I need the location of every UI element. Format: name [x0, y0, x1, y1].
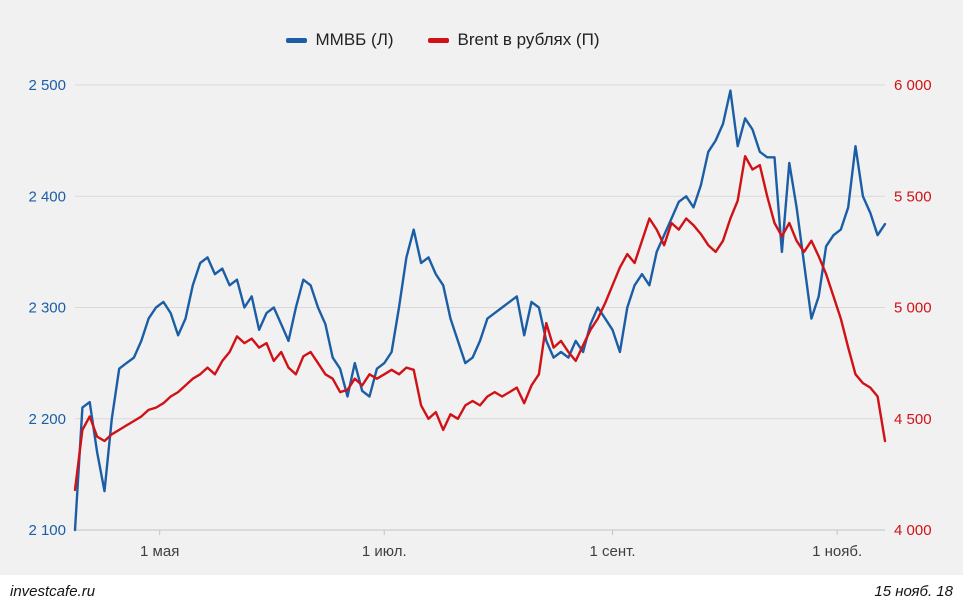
- right-axis-tick-label: 5 000: [894, 300, 932, 317]
- right-axis-tick-label: 4 500: [894, 411, 932, 428]
- chart-footer: investcafe.ru 15 нояб. 18: [0, 575, 963, 607]
- right-axis-tick-label: 4 000: [894, 522, 932, 539]
- source-watermark: investcafe.ru: [10, 582, 96, 600]
- legend-swatch-brent-icon: [427, 37, 449, 43]
- left-axis-tick-label: 2 300: [28, 300, 66, 317]
- right-axis-tick-label: 6 000: [894, 77, 932, 94]
- left-axis-tick-label: 2 400: [28, 188, 66, 205]
- left-axis-tick-label: 2 500: [28, 77, 66, 94]
- date-label: 15 нояб. 18: [874, 582, 953, 600]
- legend-swatch-mmvb-icon: [285, 37, 307, 43]
- dual-axis-line-chart: 2 100 4 000 2 200 4 500 2 300 5 000 2 400 5 500…: [28, 77, 932, 560]
- chart-legend: ММВБ (Л) Brent в рублях (П): [0, 30, 885, 50]
- legend-label-brent: Brent в рублях (П): [457, 30, 600, 49]
- legend-item-brent: Brent в рублях (П): [427, 30, 600, 50]
- x-axis-tick-label: 1 сент.: [590, 543, 636, 560]
- series-line-0: [73, 89, 887, 532]
- right-axis-tick-label: 5 500: [894, 188, 932, 205]
- legend-item-mmvb: ММВБ (Л): [285, 30, 394, 50]
- left-axis-tick-label: 2 200: [28, 411, 66, 428]
- series-line-1: [73, 154, 887, 492]
- x-axis-tick-label: 1 мая: [140, 543, 179, 560]
- x-axis-tick-label: 1 нояб.: [812, 543, 862, 560]
- legend-label-mmvb: ММВБ (Л): [315, 30, 394, 49]
- x-axis-tick-label: 1 июл.: [362, 543, 407, 560]
- left-axis-tick-label: 2 100: [28, 522, 66, 539]
